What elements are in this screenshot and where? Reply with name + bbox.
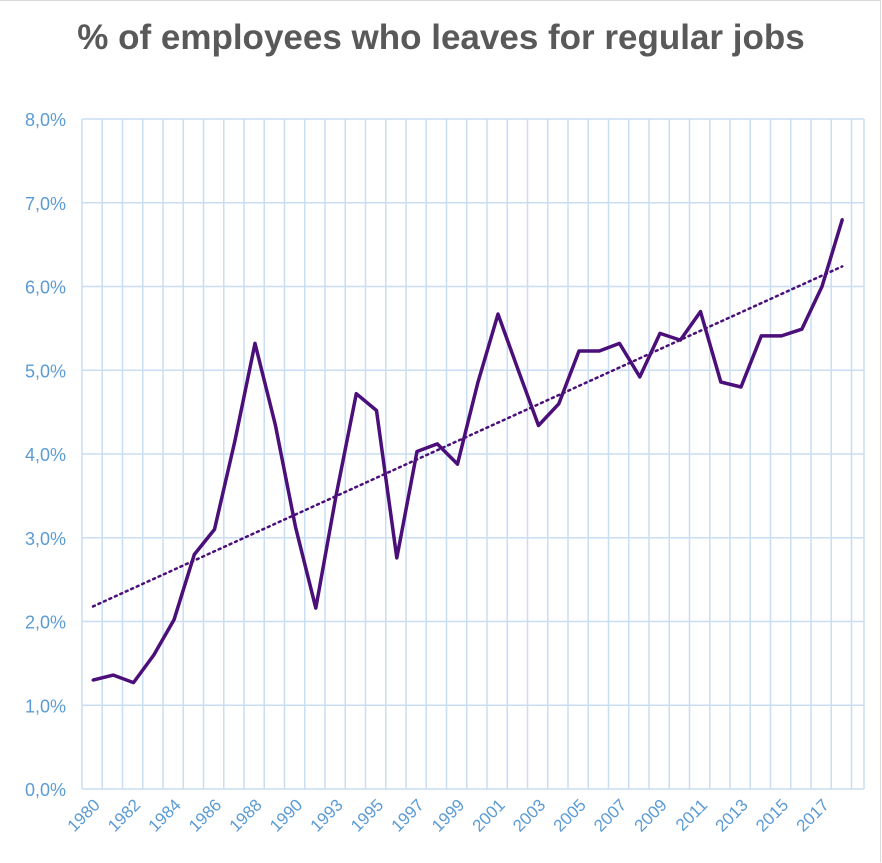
data-points	[91, 218, 844, 685]
data-point	[294, 525, 297, 529]
y-tick-label: 2,0%	[25, 613, 66, 633]
data-point	[152, 653, 156, 657]
trend-line	[91, 265, 844, 608]
data-point	[273, 423, 277, 427]
x-tick-label: 2007	[590, 795, 630, 835]
x-tick-label: 1984	[145, 795, 185, 835]
data-point	[111, 673, 115, 677]
data-point	[192, 553, 196, 556]
data-point	[618, 341, 621, 345]
data-point	[91, 678, 95, 682]
data-point	[719, 380, 723, 384]
data-point	[516, 368, 520, 372]
y-tick-label: 6,0%	[25, 278, 66, 298]
x-tick-label: 2001	[469, 795, 509, 835]
x-tick-label: 1993	[307, 795, 347, 835]
x-tick-label: 1997	[388, 795, 428, 835]
x-tick-label: 1980	[64, 795, 104, 835]
x-tick-label: 1990	[266, 795, 306, 835]
x-tick-label: 1988	[226, 795, 266, 835]
data-point	[233, 439, 237, 443]
data-point	[739, 385, 743, 389]
x-tick-label: 1995	[347, 795, 387, 835]
x-tick-label: 2015	[752, 795, 792, 835]
data-point	[435, 442, 439, 446]
x-tick-label: 2005	[550, 795, 590, 835]
y-tick-label: 8,0%	[25, 110, 66, 130]
grid-lines	[81, 118, 865, 790]
data-point	[699, 310, 702, 314]
x-tick-label: 2013	[712, 795, 752, 835]
y-tick-label: 7,0%	[25, 194, 66, 214]
x-tick-label: 1982	[104, 795, 144, 835]
y-tick-label: 0,0%	[25, 780, 66, 800]
data-point	[638, 375, 642, 379]
data-point	[759, 334, 763, 338]
data-point	[658, 331, 662, 335]
data-point	[132, 681, 135, 685]
y-tick-label: 1,0%	[25, 696, 66, 716]
data-point	[577, 349, 581, 353]
data-point	[172, 618, 176, 622]
y-tick-label: 3,0%	[25, 529, 66, 549]
x-tick-label: 2003	[509, 795, 549, 835]
data-point	[840, 218, 844, 221]
data-point	[334, 494, 338, 498]
data-point	[354, 392, 358, 396]
data-point	[678, 338, 682, 342]
data-point	[496, 312, 500, 316]
data-point	[557, 402, 561, 406]
data-point	[213, 527, 216, 531]
data-point	[314, 606, 318, 610]
y-tick-label: 4,0%	[25, 445, 66, 465]
data-point	[415, 449, 419, 453]
data-point	[800, 327, 804, 331]
chart-title: % of employees who leaves for regular jo…	[77, 18, 805, 57]
x-tick-label: 2017	[793, 795, 833, 835]
series-line	[92, 218, 844, 685]
data-point	[456, 462, 459, 466]
data-point	[780, 334, 783, 338]
data-point	[476, 381, 480, 385]
data-point	[820, 285, 824, 288]
data-point	[375, 408, 378, 412]
x-tick-label: 2011	[672, 795, 711, 834]
y-axis-ticks: 0,0% 1,0% 2,0% 3,0% 4,0% 5,0% 6,0% 7,0% 8,0%	[25, 110, 66, 800]
data-point	[597, 349, 601, 353]
data-point	[253, 341, 257, 345]
data-point	[395, 556, 399, 560]
x-tick-label: 1986	[185, 795, 225, 835]
x-tick-label: 2009	[631, 795, 671, 835]
x-axis-ticks: 1980 1982 1984 1986 1988 1990 1993 1995 1997 1999…	[64, 795, 833, 835]
y-tick-label: 5,0%	[25, 361, 66, 381]
x-tick-label: 1999	[428, 795, 468, 835]
data-point	[537, 424, 540, 428]
